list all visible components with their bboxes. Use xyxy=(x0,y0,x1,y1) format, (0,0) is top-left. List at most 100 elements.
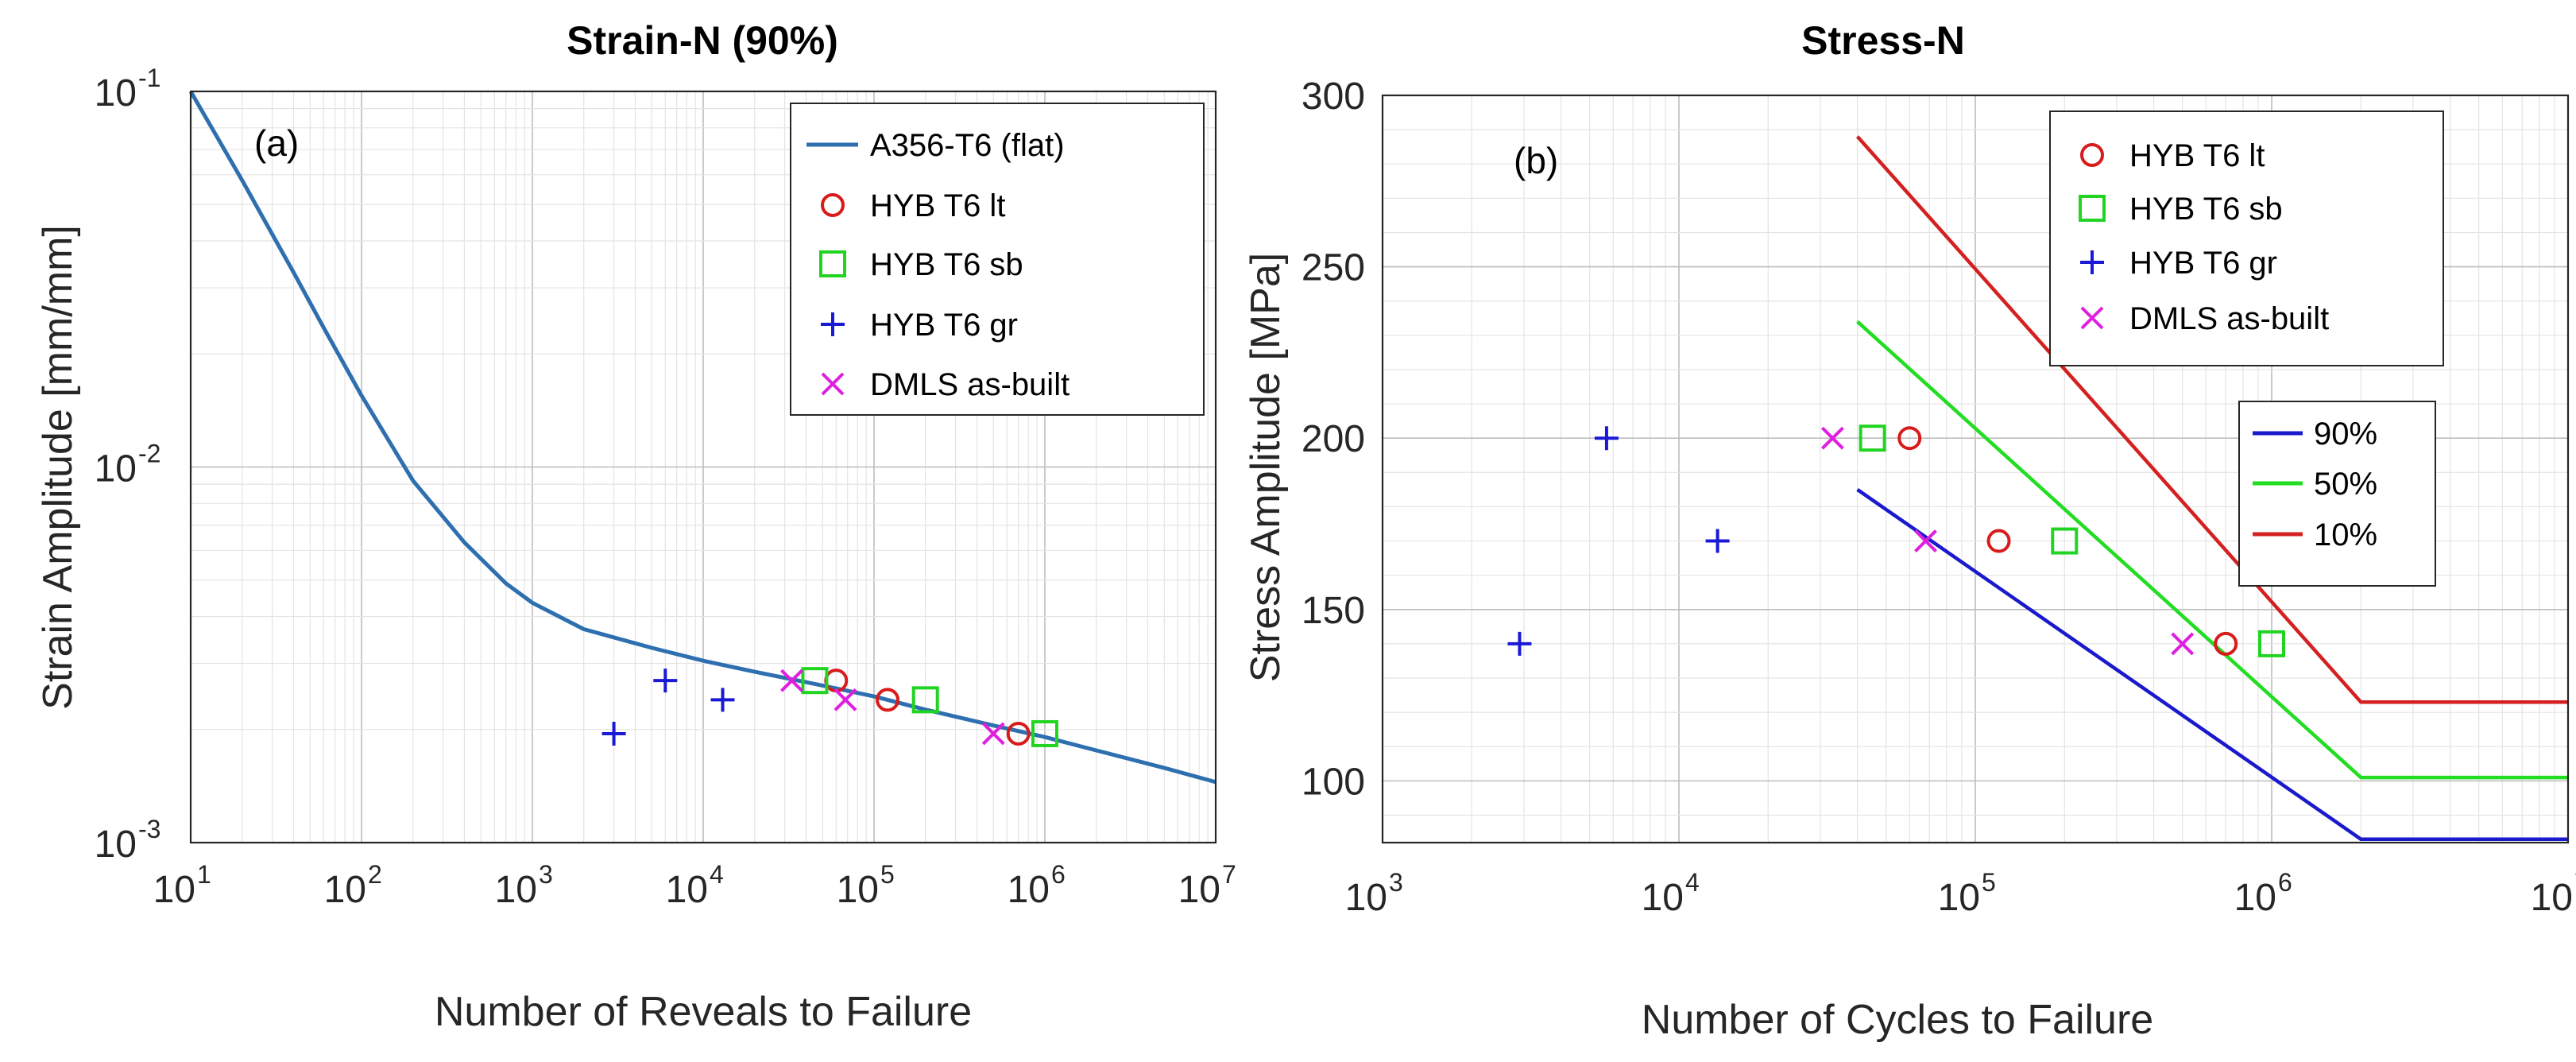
data-point-plus xyxy=(710,688,735,712)
data-point-x xyxy=(834,688,857,711)
data-point-plus xyxy=(653,669,678,693)
x-tick-exponent: 1 xyxy=(197,860,211,889)
x-tick-label: 10 xyxy=(1345,877,1387,919)
x-tick-label: 10 xyxy=(324,869,366,911)
data-point-circle xyxy=(1006,721,1031,746)
x-tick-exponent: 4 xyxy=(1685,868,1700,897)
chart-b-markers-legend-box xyxy=(2049,110,2444,366)
chart-a-legend-box xyxy=(790,103,1205,416)
legend-label: 50% xyxy=(2314,467,2377,502)
x-tick-exponent: 4 xyxy=(710,860,724,889)
legend-label: HYB T6 sb xyxy=(2129,192,2283,227)
x-tick-label: 10 xyxy=(1178,869,1220,911)
legend-label: HYB T6 gr xyxy=(870,308,1018,343)
chart-b-y-axis-label: Stress Amplitude [MPa] xyxy=(1243,253,1289,682)
x-tick-label: 10 xyxy=(2531,877,2573,919)
data-point-plus xyxy=(1705,529,1730,553)
x-tick-label: 10 xyxy=(837,869,879,911)
chart-a-axes-box xyxy=(189,90,1217,844)
y-tick-label: 250 xyxy=(1302,247,1365,289)
x-tick-label: 10 xyxy=(495,869,537,911)
y-tick-label: 10 xyxy=(95,72,137,114)
y-tick-exponent: -2 xyxy=(138,440,161,468)
x-tick-label: 10 xyxy=(1642,877,1684,919)
x-tick-label: 10 xyxy=(153,869,195,911)
chart-b-markers-legend: HYB T6 lt HYB T6 sb HYB T6 gr DMLS as-built xyxy=(2049,110,2444,366)
x-tick-exponent: 3 xyxy=(539,860,553,889)
x-tick-exponent: 7 xyxy=(2574,868,2576,897)
data-point-square xyxy=(1859,424,1886,452)
data-point-square xyxy=(801,667,829,695)
y-tick-label: 10 xyxy=(95,448,137,490)
stress-n-chart: Stress-N 103104105106107100150200250300 … xyxy=(1243,18,2576,1043)
data-point-plus xyxy=(1507,631,1532,656)
y-tick-exponent: -1 xyxy=(138,64,161,92)
chart-a-panel-label: (a) xyxy=(254,122,299,164)
y-tick-label: 200 xyxy=(1302,418,1365,460)
legend-marker-swatch xyxy=(2080,143,2104,167)
y-tick-label: 150 xyxy=(1302,590,1365,632)
percentile-curve-50pct xyxy=(1856,320,2568,780)
legend-label: A356-T6 (flat) xyxy=(870,128,1065,163)
data-point-circle xyxy=(1897,426,1922,451)
x-tick-exponent: 7 xyxy=(1222,860,1236,889)
y-tick-exponent: -3 xyxy=(138,815,161,843)
percentile-curve-10pct xyxy=(1855,135,2568,704)
data-point-x xyxy=(2171,632,2195,656)
x-tick-label: 10 xyxy=(1938,877,1980,919)
percentile-curve-90pct xyxy=(1856,488,2568,841)
legend-label: HYB T6 sb xyxy=(870,247,1023,282)
x-tick-exponent: 2 xyxy=(368,860,382,889)
data-point-x xyxy=(1914,529,1937,552)
x-tick-exponent: 3 xyxy=(1389,868,1403,897)
legend-label: HYB T6 gr xyxy=(2129,246,2277,281)
legend-marker-swatch xyxy=(2080,306,2104,330)
data-point-plus xyxy=(1594,426,1619,451)
legend-marker-swatch xyxy=(821,312,845,336)
chart-b-ticks: 103104105106107100150200250300 xyxy=(1302,76,2576,919)
legend-label: DMLS as-built xyxy=(2129,301,2329,336)
strain-n-chart: Strain-N (90%) 10 1 10 2 10 3 10 4 10 5 10 6 10 710 -3… xyxy=(35,18,1236,1035)
data-point-x xyxy=(1820,426,1844,450)
data-point-plus xyxy=(601,721,626,746)
y-tick-label: 10 xyxy=(95,824,137,866)
chart-b-title: Stress-N xyxy=(1801,18,1965,63)
chart-a-title: Strain-N (90%) xyxy=(567,18,838,63)
legend-label: 90% xyxy=(2314,417,2377,452)
legend-marker-swatch xyxy=(821,193,845,217)
legend-label: 10% xyxy=(2314,517,2377,552)
chart-a-y-axis-label: Strain Amplitude [mm/mm] xyxy=(35,225,81,710)
legend-marker-swatch xyxy=(2079,195,2106,222)
chart-b-curves-legend: 90% 50% 10% xyxy=(2238,401,2436,587)
data-point-square xyxy=(1031,719,1058,747)
x-tick-label: 10 xyxy=(1008,869,1050,911)
chart-b-panel-label: (b) xyxy=(1514,140,1558,181)
data-point-circle xyxy=(2214,631,2238,656)
y-tick-label: 100 xyxy=(1302,761,1365,803)
data-point-x xyxy=(981,722,1005,746)
chart-b-x-axis-label: Number of Cycles to Failure xyxy=(1642,997,2153,1043)
x-tick-exponent: 5 xyxy=(1982,868,1996,897)
chart-b-curves xyxy=(1855,135,2568,841)
chart-a-series xyxy=(188,90,1216,785)
y-tick-label: 300 xyxy=(1302,76,1365,118)
legend-marker-swatch xyxy=(819,250,846,277)
data-point-circle xyxy=(876,688,900,712)
chart-a-x-axis-label: Number of Reveals to Failure xyxy=(435,989,972,1035)
chart-a-ticks: 10 1 10 2 10 3 10 4 10 5 10 6 10 710 -310 -210 -1 xyxy=(95,64,1236,911)
x-tick-exponent: 6 xyxy=(1051,860,1066,889)
data-point-square xyxy=(911,686,939,714)
legend-marker-swatch xyxy=(821,372,845,396)
legend-label: HYB T6 lt xyxy=(2129,138,2265,173)
legend-label: DMLS as-built xyxy=(870,367,1069,402)
x-tick-exponent: 6 xyxy=(2278,868,2292,897)
data-point-x xyxy=(780,669,803,692)
x-tick-label: 10 xyxy=(2234,877,2276,919)
data-point-circle xyxy=(1986,529,2011,553)
x-tick-exponent: 5 xyxy=(880,860,895,889)
x-tick-label: 10 xyxy=(666,869,708,911)
chart-a-legend: A356-T6 (flat) HYB T6 lt HYB T6 sb HYB T6 g… xyxy=(790,103,1205,416)
legend-marker-swatch xyxy=(2080,250,2104,274)
chart-b-series xyxy=(1507,424,2285,657)
